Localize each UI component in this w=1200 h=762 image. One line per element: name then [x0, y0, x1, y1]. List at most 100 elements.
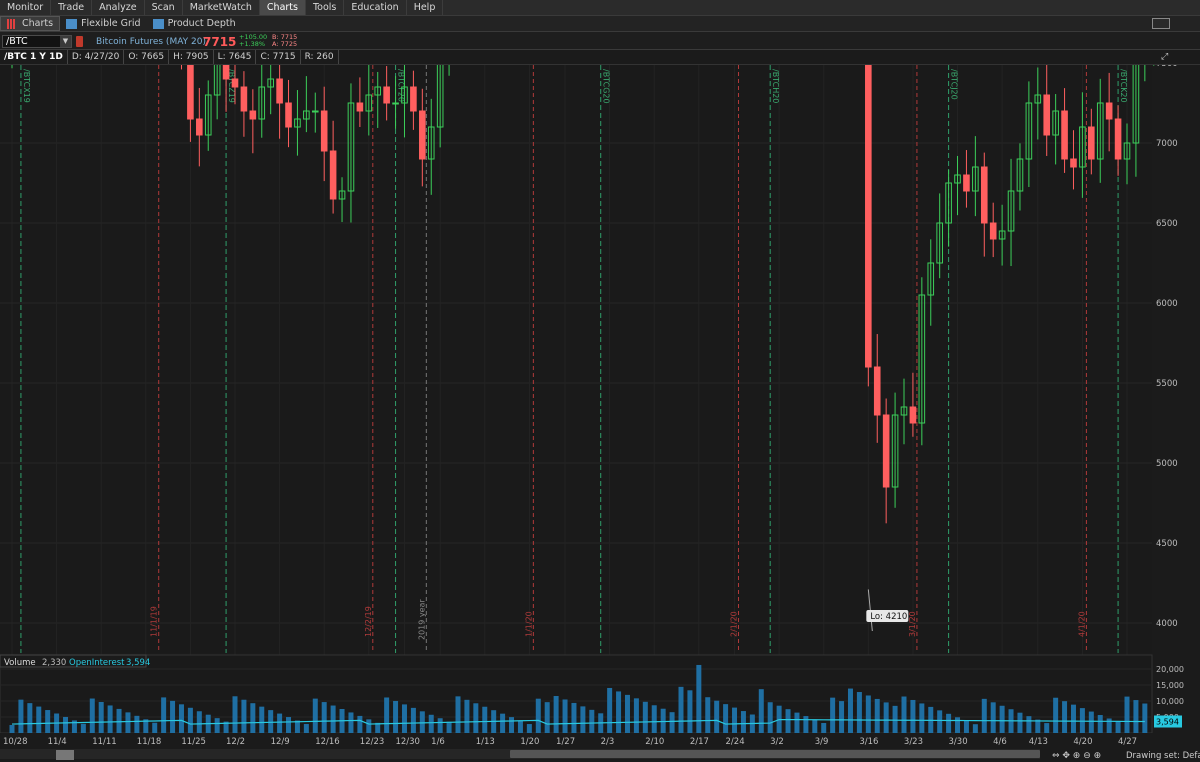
low-annotation-box [866, 610, 909, 622]
volume-bar [624, 694, 630, 733]
time-tick-label: 12/23 [360, 737, 385, 747]
menu-education[interactable]: Education [344, 0, 407, 15]
volume-bar [1070, 704, 1076, 733]
window-expand-icon[interactable] [1152, 18, 1170, 29]
volume-bar [830, 697, 836, 733]
link-color-icon[interactable] [76, 36, 83, 47]
symbol-dropdown-icon[interactable]: ▼ [60, 36, 71, 47]
info-range: R: 260 [301, 50, 339, 64]
menu-scan[interactable]: Scan [145, 0, 183, 15]
volume-bar [633, 698, 639, 733]
volume-bar [134, 715, 140, 733]
symbol-input[interactable] [2, 35, 72, 48]
volume-bar [758, 689, 764, 733]
subtab-charts[interactable]: Charts [0, 16, 61, 31]
candle-body [954, 174, 961, 184]
volume-bar [286, 717, 292, 733]
menu-help[interactable]: Help [407, 0, 444, 15]
scrollbar-thumb[interactable] [510, 750, 1040, 758]
candle-body [891, 414, 899, 488]
menu-analyze[interactable]: Analyze [92, 0, 145, 15]
expiry-marker-label: /BTCH20 [771, 69, 780, 103]
candle-body [356, 102, 364, 112]
time-tick-label: 2/10 [645, 737, 664, 747]
volume-bar [98, 701, 104, 733]
candle-body [383, 86, 390, 104]
volume-bar [874, 698, 880, 733]
volume-bar [544, 702, 550, 733]
price-chart[interactable]: 4000450050005500600065007000750080008500… [0, 65, 1200, 762]
volume-bar [107, 705, 113, 733]
menu-monitor[interactable]: Monitor [0, 0, 52, 15]
candle-body [196, 118, 203, 136]
volume-bar [71, 720, 77, 733]
chart-title[interactable]: /BTC 1 Y 1D [0, 50, 68, 64]
scroll-home-button[interactable] [56, 750, 74, 760]
candle-body [1079, 126, 1086, 168]
info-open: O: 7665 [124, 50, 170, 64]
candle-body [204, 94, 212, 136]
volume-header-label: Volume [4, 658, 36, 668]
volume-bar [375, 722, 381, 733]
volume-bar [919, 703, 925, 733]
oi-tag [1154, 715, 1182, 728]
volume-bar [696, 664, 702, 733]
volume-bar [214, 718, 220, 733]
candle-body [963, 174, 970, 192]
volume-bar [999, 705, 1005, 733]
price-tick-label: 7500 [1156, 65, 1178, 69]
price-tick-label: 4500 [1156, 539, 1178, 549]
time-tick-label: 3/9 [815, 737, 829, 747]
candle-body [1070, 158, 1077, 168]
month-marker-label: 11/1/19 [150, 606, 159, 637]
candle-body [267, 78, 274, 88]
candle-body [1123, 142, 1131, 160]
candle-body [427, 126, 435, 160]
expiry-marker-label: /BTCF20 [397, 69, 406, 102]
volume-bar [1017, 712, 1023, 733]
volume-bar [1133, 700, 1139, 733]
volume-bar [241, 699, 247, 733]
candle-body [918, 294, 926, 424]
time-tick-label: 4/13 [1029, 737, 1048, 747]
candle-body [311, 110, 319, 113]
info-date: D: 4/27/20 [68, 50, 125, 64]
subtab-product-depth[interactable]: Product Depth [147, 16, 242, 31]
subtab-flexible-grid[interactable]: Flexible Grid [60, 16, 147, 31]
open-interest-line [11, 718, 1145, 725]
candle-body [1034, 94, 1042, 104]
volume-bar [1124, 696, 1130, 733]
maximize-chart-icon[interactable]: ⤢ [1161, 52, 1169, 62]
zoom-controls-icon[interactable]: ⇔ ✥ ⊕ ⊖ ⊕ [1052, 751, 1101, 761]
candle-body [945, 182, 952, 224]
volume-bar [27, 703, 33, 733]
volume-bar [1026, 716, 1032, 733]
price-tick-label: 5000 [1156, 459, 1178, 469]
volume-bar [428, 714, 434, 733]
menu-marketwatch[interactable]: MarketWatch [183, 0, 260, 15]
price-tick-label: 5500 [1156, 379, 1178, 389]
time-tick-label: 1/6 [431, 737, 445, 747]
time-tick-label: 12/16 [315, 737, 340, 747]
time-tick-label: 11/4 [48, 737, 67, 747]
time-tick-label: 3/30 [949, 737, 968, 747]
menu-trade[interactable]: Trade [51, 0, 93, 15]
menu-tools[interactable]: Tools [306, 0, 345, 15]
symbol-description: Bitcoin Futures (MAY 20) [96, 37, 206, 47]
volume-bar [785, 709, 791, 733]
menu-charts[interactable]: Charts [259, 0, 306, 15]
volume-bar [250, 703, 256, 733]
volume-bar [366, 719, 372, 733]
time-tick-label: 11/11 [92, 737, 117, 747]
candle-body [927, 262, 935, 296]
volume-bar [687, 690, 693, 733]
volume-bar [446, 721, 452, 733]
volume-tick-label: 20,000 [1156, 665, 1184, 674]
expiry-marker-label: /BTCZ19 [227, 69, 236, 103]
volume-bar [294, 720, 300, 733]
volume-bar [955, 717, 961, 733]
time-tick-label: 4/6 [993, 737, 1007, 747]
bid-value: B: 7715 [272, 33, 298, 41]
volume-bar [393, 700, 399, 733]
volume-bar [589, 709, 595, 733]
